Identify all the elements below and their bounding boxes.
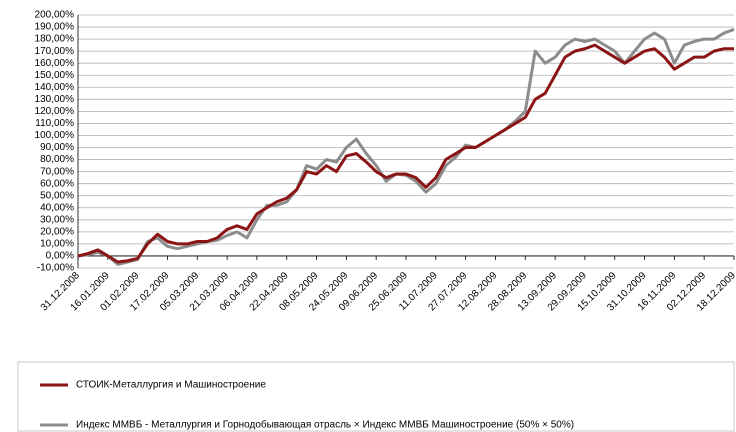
y-tick-label: 130,00% bbox=[35, 94, 75, 105]
y-tick-label: -10,00% bbox=[37, 263, 74, 274]
y-tick-label: 50,00% bbox=[40, 190, 74, 201]
y-tick-label: 70,00% bbox=[40, 166, 74, 177]
y-tick-label: 160,00% bbox=[35, 58, 75, 69]
y-tick-label: 80,00% bbox=[40, 154, 74, 165]
y-tick-label: 20,00% bbox=[40, 226, 74, 237]
y-tick-label: 30,00% bbox=[40, 214, 74, 225]
y-tick-label: 40,00% bbox=[40, 202, 74, 213]
y-tick-label: 120,00% bbox=[35, 106, 75, 117]
series-line bbox=[77, 28, 735, 266]
y-tick-label: 100,00% bbox=[35, 130, 75, 141]
y-tick-label: 190,00% bbox=[35, 22, 75, 33]
y-tick-label: 60,00% bbox=[40, 178, 74, 189]
y-tick-label: 170,00% bbox=[35, 46, 75, 57]
y-tick-label: 10,00% bbox=[40, 239, 74, 250]
legend-label: СТОИК-Металлургия и Машиностроение bbox=[76, 380, 266, 391]
y-tick-label: 110,00% bbox=[35, 118, 74, 129]
y-tick-label: 90,00% bbox=[40, 142, 74, 153]
y-tick-label: 150,00% bbox=[35, 70, 75, 81]
legend-label: Индекс ММВБ - Металлургия и Горнодобываю… bbox=[76, 419, 574, 431]
y-tick-label: 200,00% bbox=[35, 10, 75, 21]
y-tick-label: 180,00% bbox=[35, 34, 75, 45]
legend-box bbox=[17, 361, 735, 432]
y-tick-label: 0,00% bbox=[46, 251, 74, 262]
y-tick-label: 140,00% bbox=[35, 82, 75, 93]
series-line bbox=[77, 43, 734, 264]
